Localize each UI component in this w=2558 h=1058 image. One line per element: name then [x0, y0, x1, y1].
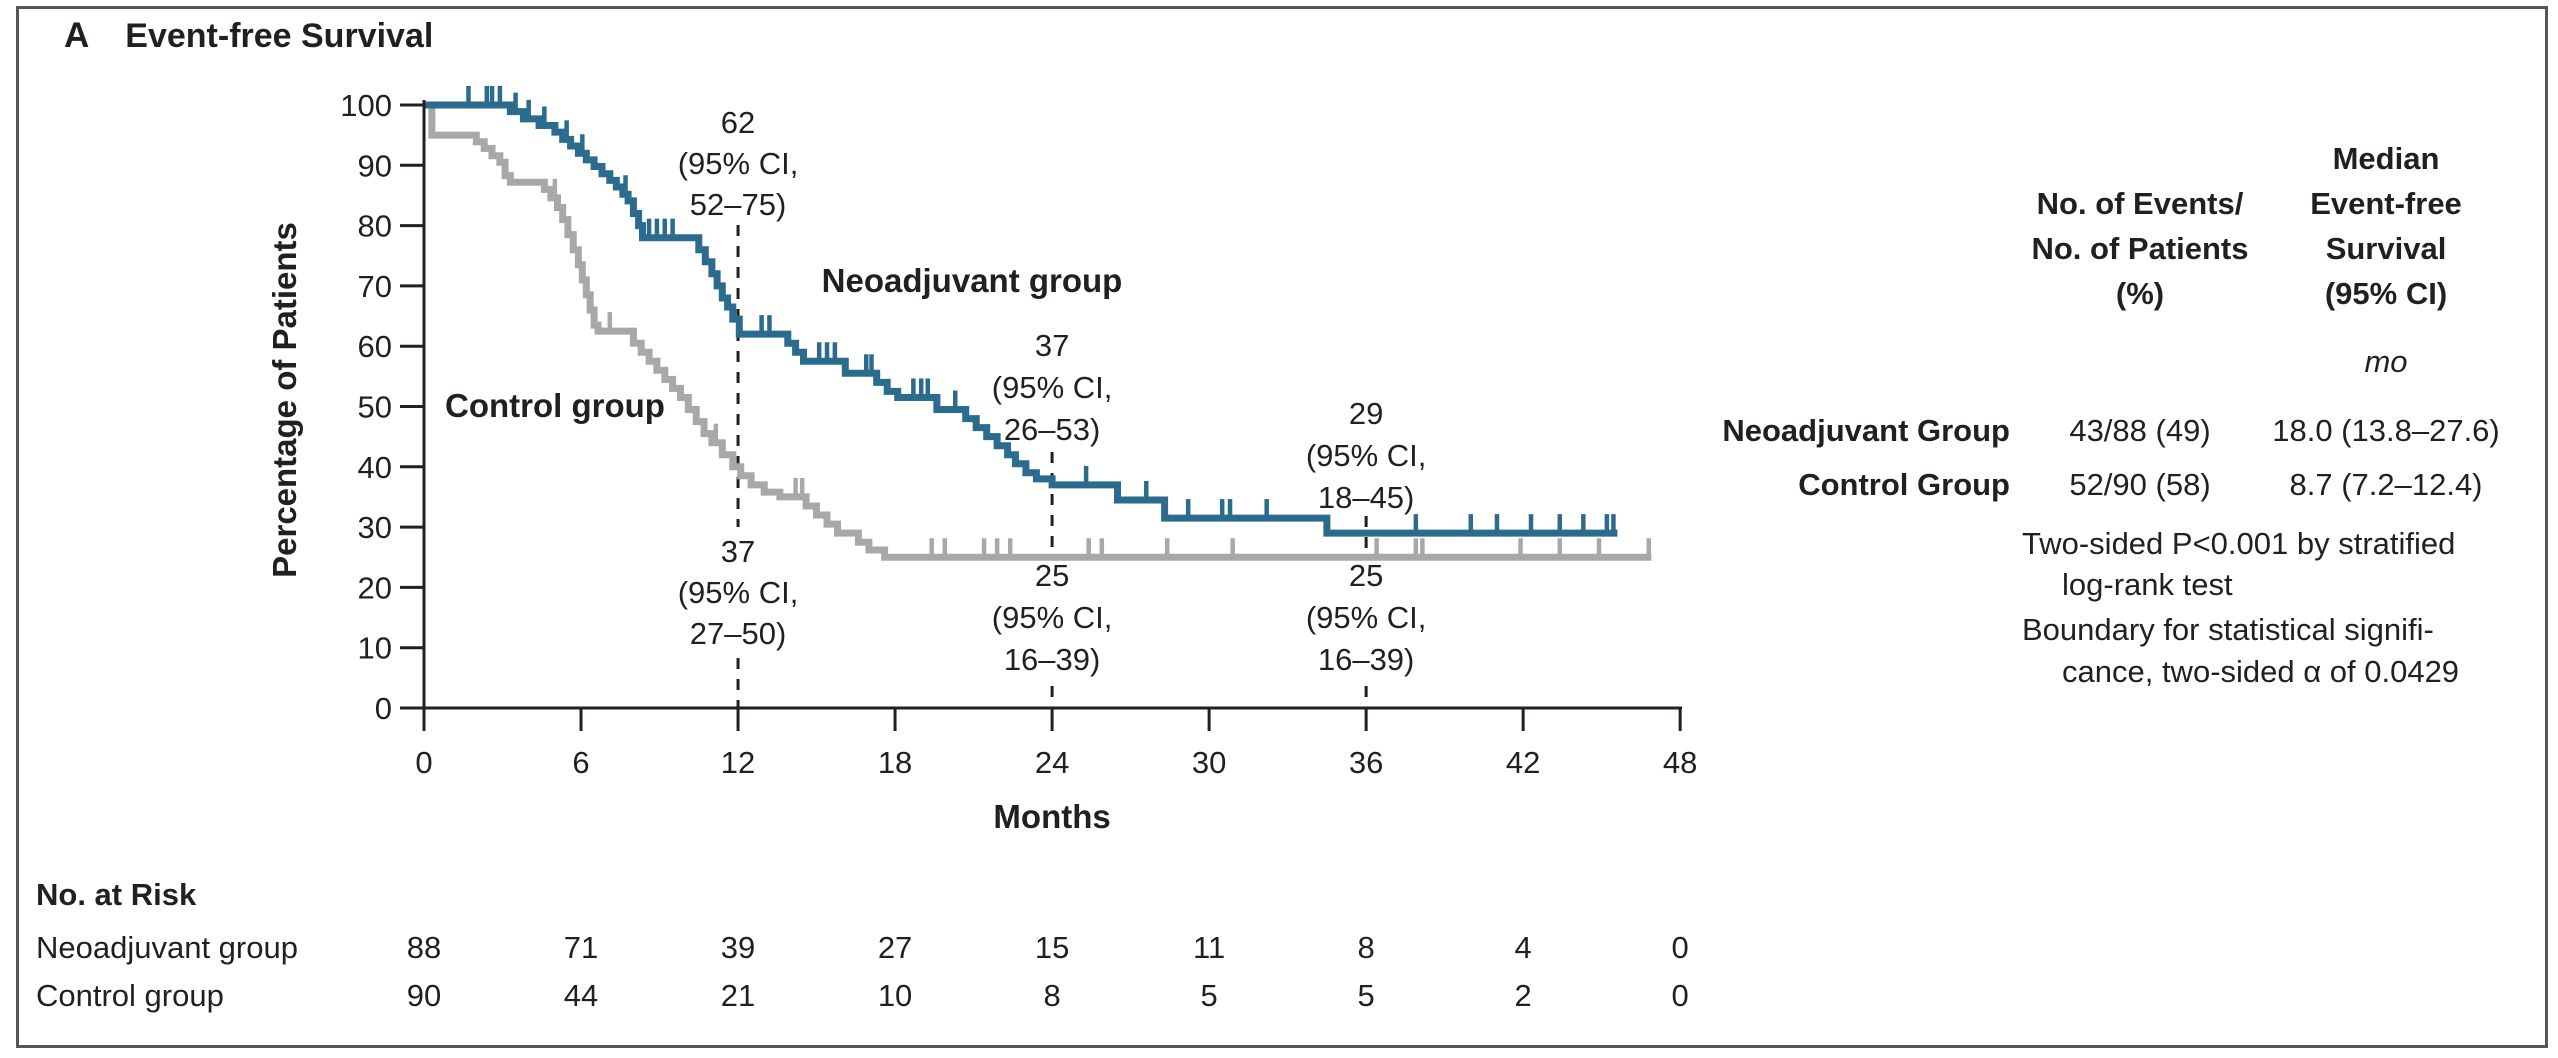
- stats-events-control: 52/90 (58): [2069, 467, 2211, 502]
- stats-median-neoadjuvant: 18.0 (13.8–27.6): [2272, 413, 2500, 448]
- curve-label-neoadjuvant: Neoadjuvant group: [822, 262, 1123, 299]
- y-tick-label: 40: [358, 450, 392, 485]
- risk-count: 0: [1672, 930, 1689, 965]
- x-tick-label: 18: [878, 745, 912, 780]
- annotation-control-36: 25: [1349, 558, 1383, 593]
- y-tick-label: 30: [358, 510, 392, 545]
- risk-count: 8: [1357, 930, 1374, 965]
- annotation-neoadjuvant-12: 62: [721, 105, 755, 140]
- risk-count: 27: [878, 930, 912, 965]
- y-tick-label: 90: [358, 148, 392, 183]
- km-step-line-neoadjuvant: [424, 101, 1618, 537]
- annotation-control-24: 25: [1035, 558, 1069, 593]
- x-tick-label: 12: [721, 745, 755, 780]
- annotation-neoadjuvant-24: (95% CI,: [992, 370, 1113, 405]
- risk-count: 2: [1515, 978, 1532, 1013]
- axes: [420, 100, 1682, 710]
- x-tick-label: 36: [1349, 745, 1383, 780]
- curve-control: [424, 101, 1652, 561]
- risk-count: 39: [721, 930, 755, 965]
- survival-annotations: 62 (95% CI, 52–75) 37 (95% CI, 26–53) 29 (95% C…: [445, 105, 1426, 677]
- x-tick-label: 42: [1506, 745, 1540, 780]
- y-tick-label: 80: [358, 209, 392, 244]
- risk-count: 8: [1043, 978, 1060, 1013]
- x-tick-label: 0: [415, 745, 432, 780]
- axis-ticks: [400, 103, 1682, 731]
- stats-median-control: 8.7 (7.2–12.4): [2289, 467, 2483, 502]
- risk-count: 5: [1357, 978, 1374, 1013]
- annotation-neoadjuvant-24: 37: [1035, 328, 1069, 363]
- annotation-neoadjuvant-12: (95% CI,: [678, 146, 799, 181]
- annotation-control-24: 16–39): [1004, 642, 1101, 677]
- x-tick-label: 48: [1663, 745, 1697, 780]
- risk-count: 44: [564, 978, 598, 1013]
- risk-count: 15: [1035, 930, 1069, 965]
- x-tick-label: 6: [572, 745, 589, 780]
- y-tick-label: 70: [358, 269, 392, 304]
- pvalue-note-line1: Two-sided P<0.001 by stratified: [2022, 526, 2456, 561]
- stats-row-label-neoadjuvant: Neoadjuvant Group: [1722, 413, 2010, 448]
- pvalue-note-line2: log-rank test: [2062, 567, 2233, 602]
- km-step-line-control: [424, 101, 1652, 561]
- x-tick-label: 24: [1035, 745, 1069, 780]
- boundary-note-line2: cance, two-sided α of 0.0429: [2062, 654, 2460, 689]
- boundary-note-line1: Boundary for statistical signifi-: [2022, 612, 2434, 647]
- annotation-control-24: (95% CI,: [992, 600, 1113, 635]
- x-tick-label: 30: [1192, 745, 1226, 780]
- risk-count: 5: [1200, 978, 1217, 1013]
- y-tick-label: 60: [358, 329, 392, 364]
- y-tick-label: 100: [340, 88, 392, 123]
- dashed-reference-lines: [736, 225, 1368, 708]
- panel-title-text: Event-free Survival: [125, 17, 434, 55]
- annotation-control-36: 16–39): [1318, 642, 1415, 677]
- stats-row-label-control: Control Group: [1798, 467, 2010, 502]
- risk-count: 11: [1193, 930, 1225, 965]
- risk-count: 21: [721, 978, 755, 1013]
- annotation-control-12: 27–50): [690, 616, 787, 651]
- y-tick-label: 50: [358, 390, 392, 425]
- annotation-neoadjuvant-24: 26–53): [1004, 412, 1101, 447]
- y-axis-title: Percentage of Patients: [266, 222, 303, 578]
- annotation-neoadjuvant-12: 52–75): [690, 187, 787, 222]
- risk-count: 90: [407, 978, 441, 1013]
- y-tick-label: 0: [375, 691, 392, 726]
- stats-events-neoadjuvant: 43/88 (49): [2069, 413, 2211, 448]
- axis-tick-labels: 0 10 20 30 40 50 60 70 80 90 100 0 6 12 18 24 30 36 42 48 Mo…: [266, 88, 1697, 835]
- risk-table-title: No. at Risk: [36, 877, 197, 912]
- risk-count: 71: [564, 930, 598, 965]
- annotation-control-12: 37: [721, 534, 755, 569]
- figure-title: A Event-free Survival: [64, 16, 433, 56]
- annotation-neoadjuvant-36: (95% CI,: [1306, 438, 1427, 473]
- risk-count: 0: [1672, 978, 1689, 1013]
- curve-neoadjuvant: [424, 86, 1618, 537]
- unit-label: mo: [2364, 344, 2408, 379]
- panel-label: A: [64, 16, 90, 55]
- events-column-header: No. of Events/ No. of Patients (%): [2031, 186, 2249, 311]
- annotation-neoadjuvant-36: 29: [1349, 396, 1383, 431]
- annotation-control-12: (95% CI,: [678, 575, 799, 610]
- y-tick-label: 20: [358, 570, 392, 605]
- risk-count: 88: [407, 930, 441, 965]
- risk-row-label: Neoadjuvant group: [36, 930, 298, 965]
- x-axis-title: Months: [993, 798, 1110, 835]
- annotation-neoadjuvant-36: 18–45): [1318, 480, 1415, 515]
- risk-count: 10: [878, 978, 912, 1013]
- risk-row-label: Control group: [36, 978, 224, 1013]
- y-tick-label: 10: [358, 631, 392, 666]
- annotation-control-36: (95% CI,: [1306, 600, 1427, 635]
- figure-frame: [16, 6, 2548, 1048]
- median-column-header: Median Event-free Survival (95% CI): [2310, 141, 2462, 311]
- risk-count: 4: [1515, 930, 1532, 965]
- curve-label-control: Control group: [445, 387, 665, 424]
